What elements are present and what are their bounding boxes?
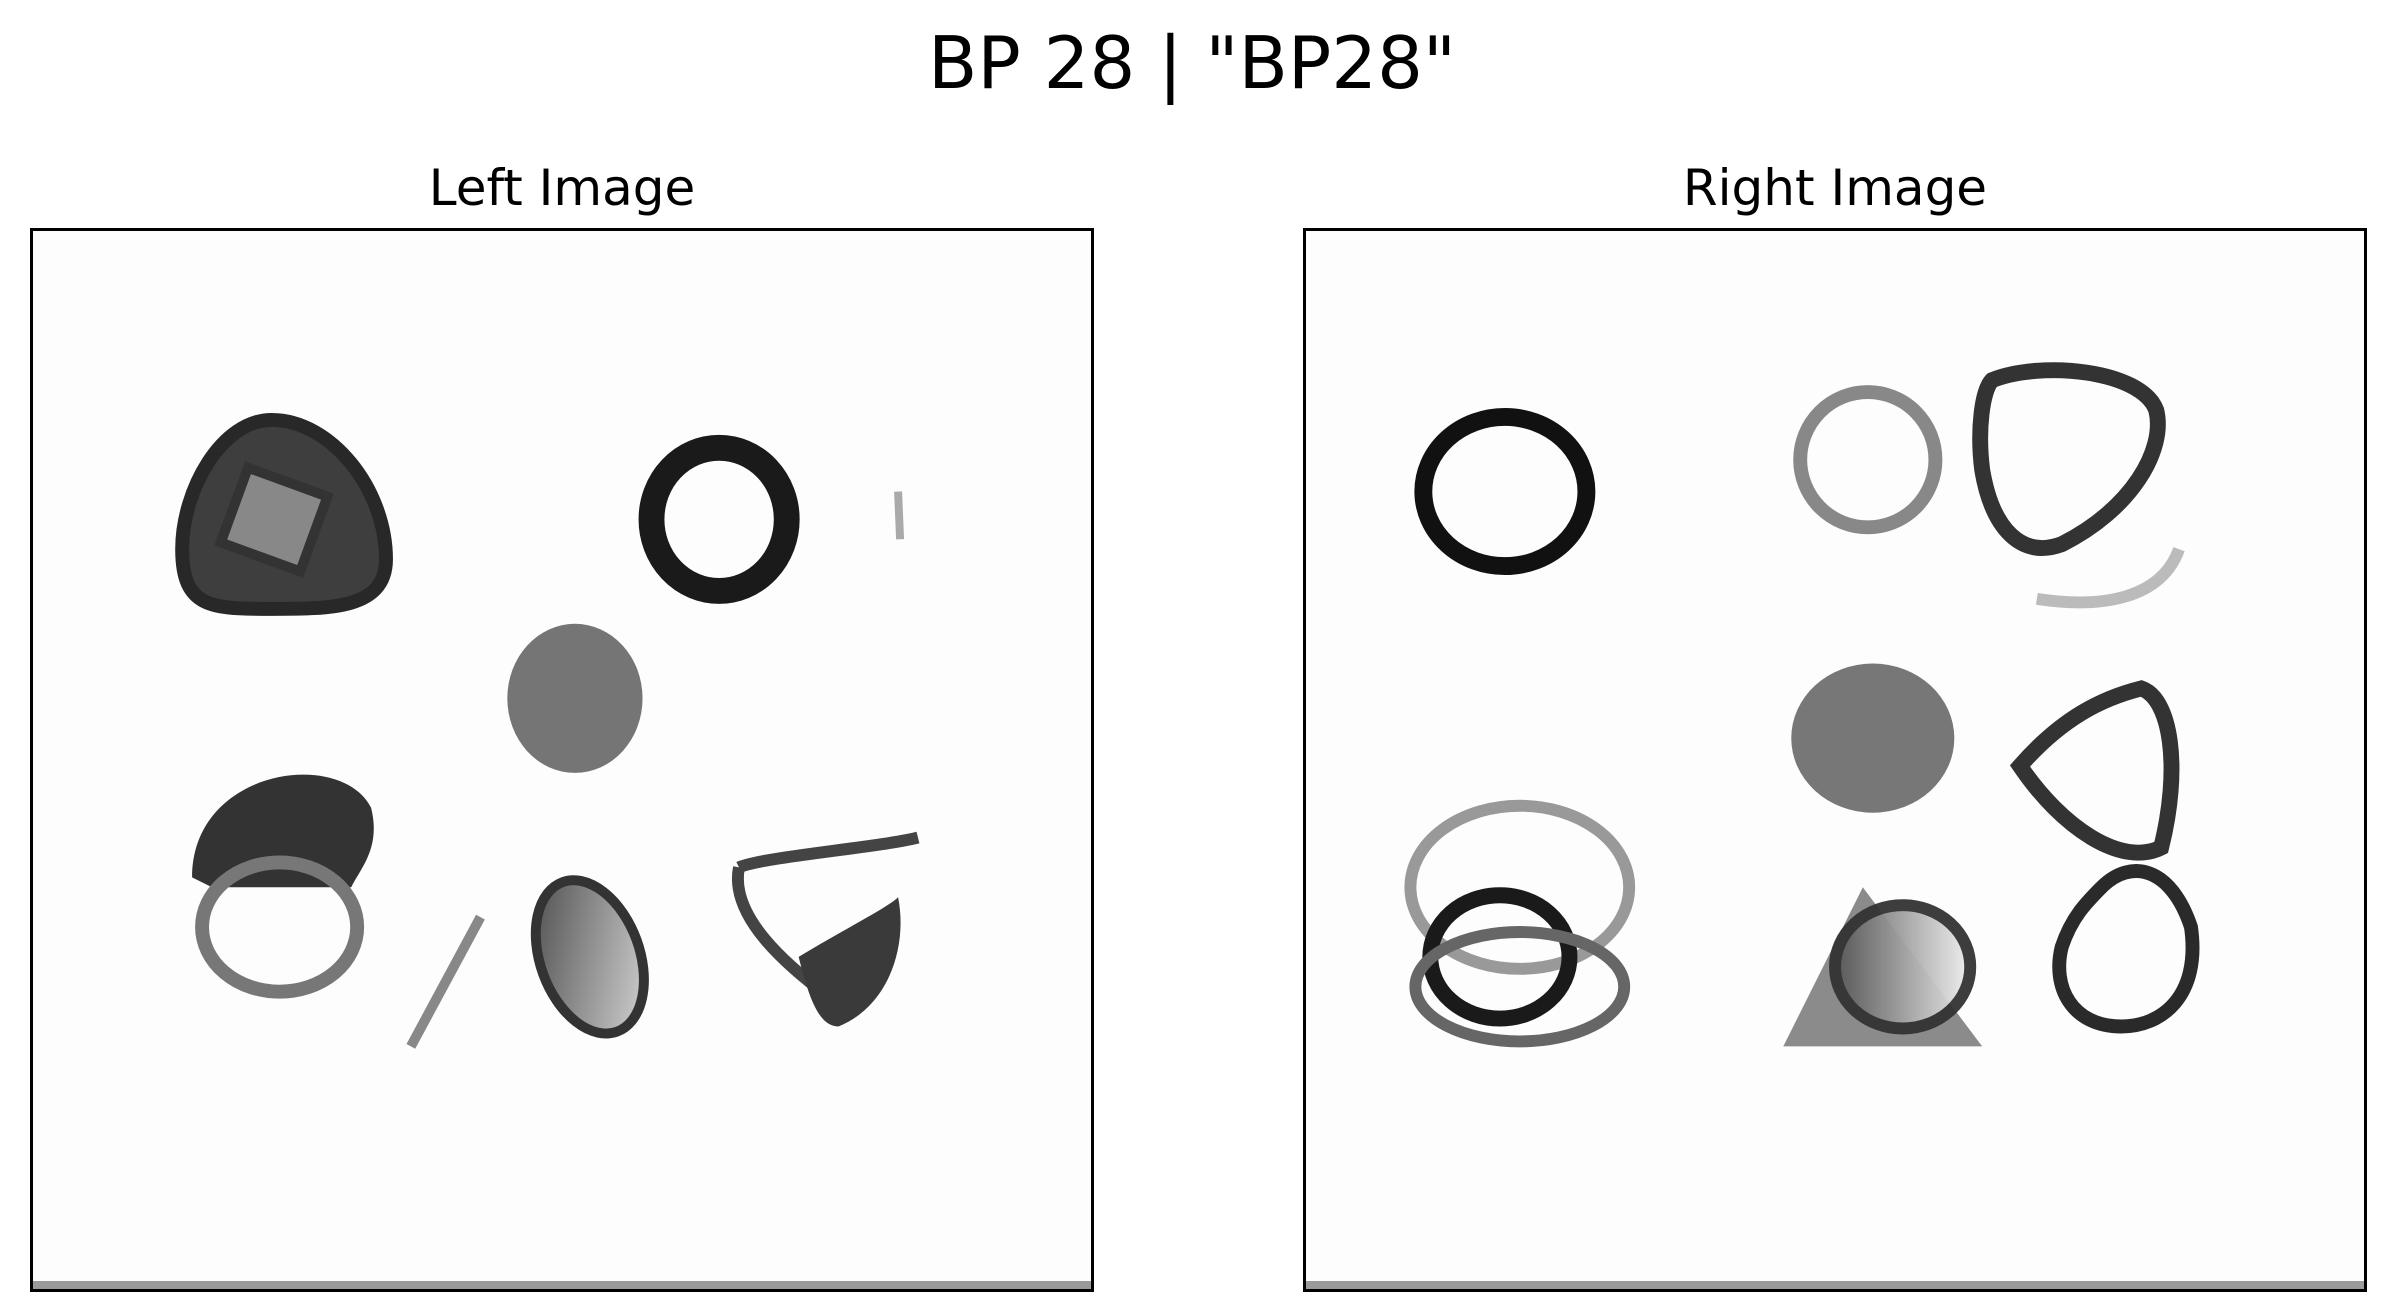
shape-triangle-outline	[2009, 680, 2180, 861]
left-panel-baseline	[33, 1281, 1091, 1289]
shape-ring	[638, 434, 800, 604]
left-image-panel	[30, 228, 1094, 1292]
shape-teardrop-outline	[2052, 864, 2200, 1034]
right-image-panel	[1303, 228, 2367, 1292]
figure-title: BP 28 | "BP28"	[927, 21, 1456, 105]
shape-grey-ellipse	[507, 623, 643, 773]
shape-dark-half-disk	[192, 774, 374, 888]
shape-dark-wedge	[798, 897, 901, 1027]
shape-rounded-triangle-outline	[1972, 362, 2166, 556]
left-panel-title: Left Image	[428, 159, 696, 217]
shape-dark-ring	[1414, 407, 1596, 576]
shape-tilted-ellipse	[530, 875, 649, 1039]
right-image-drawing	[1404, 362, 2200, 1048]
shape-gradient-ellipse	[1829, 899, 1977, 1035]
shape-small-line	[894, 491, 905, 540]
shape-overlap-ring-1	[1404, 799, 1636, 975]
right-panel-title: Right Image	[1682, 159, 1988, 217]
shape-grey-ring	[1793, 385, 1943, 535]
shape-grey-disk	[1791, 663, 1955, 813]
left-image-drawing	[175, 412, 920, 1049]
right-panel-baseline	[1306, 1281, 2364, 1289]
shape-inner-square	[214, 461, 334, 578]
shape-thin-diagonal	[406, 914, 485, 1049]
shape-overlap-ring-3	[1409, 926, 1631, 1048]
shape-grey-ring	[195, 855, 365, 999]
shape-faint-crescent	[2035, 546, 2185, 609]
